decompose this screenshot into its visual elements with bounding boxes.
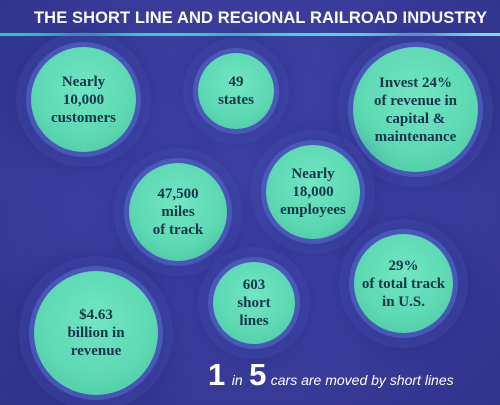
bubble-share-of-track: 29% of total track in U.S. xyxy=(354,234,453,333)
bubble-revenue-text: $4.63 billion in revenue xyxy=(67,307,125,359)
bubble-miles-text: 47,500 miles of track xyxy=(152,186,204,238)
bubble-employees: Nearly 18,000 employees xyxy=(266,145,360,239)
bubble-miles-of-track: 47,500 miles of track xyxy=(129,163,227,261)
bubble-short-lines-text: 603 short lines xyxy=(237,277,271,329)
bubble-invest-text: Invest 24% of revenue in capital & maint… xyxy=(373,74,458,145)
infographic-title: THE SHORT LINE AND REGIONAL RAILROAD IND… xyxy=(34,9,488,27)
bubble-short-lines: 603 short lines xyxy=(213,262,295,344)
bubble-track-text: 29% of total track in U.S. xyxy=(361,257,446,310)
footer-text: cars are moved by short lines xyxy=(270,372,454,388)
bubble-states-text: 49 states xyxy=(218,74,254,108)
bubble-employees-text: Nearly 18,000 employees xyxy=(280,166,346,218)
title-underline xyxy=(0,33,500,36)
bubble-customers-text: Nearly 10,000 customers xyxy=(51,73,116,126)
footer-word-in: in xyxy=(231,372,243,388)
footer-stat: 1 in 5 cars are moved by short lines xyxy=(208,357,454,393)
footer-number-five: 5 xyxy=(249,357,267,392)
bubble-revenue: $4.63 billion in revenue xyxy=(34,271,158,395)
bubble-customers: Nearly 10,000 customers xyxy=(31,47,136,152)
footer-number-one: 1 xyxy=(208,357,226,392)
bubble-states: 49 states xyxy=(198,53,274,129)
bubble-invest: Invest 24% of revenue in capital & maint… xyxy=(353,47,478,172)
